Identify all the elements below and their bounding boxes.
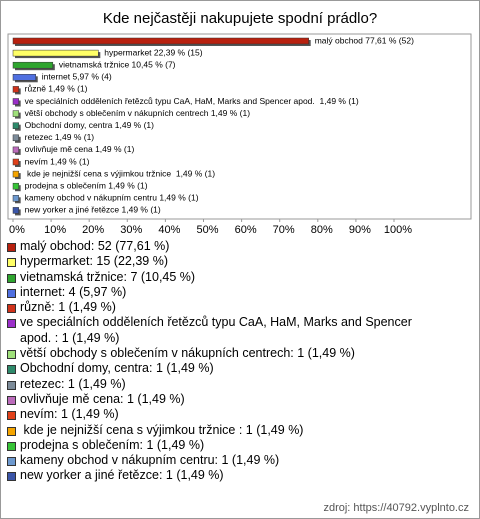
legend-label: kde je nejnižší cena s výjimkou tržnice … [20,422,304,437]
bar-label: vietnamská tržnice 10,45 % (7) [59,59,176,69]
x-tick-label: 40% [158,224,180,236]
bar-label: Obchodní domy, centra 1,49 % (1) [25,120,154,130]
legend-swatch [7,258,16,268]
legend-swatch [7,319,16,329]
legend-swatch [7,288,16,298]
bar-label: kameny obchod v nákupním centru 1,49 % (… [25,193,199,203]
legend-label: nevím: 1 (1,49 %) [20,407,119,422]
bar-label: ve speciálních odděleních řetězců typu C… [25,96,359,106]
bar [12,61,54,69]
legend-item: kameny obchod v nákupním centru: 1 (1,49… [7,453,427,468]
legend-item: kde je nejnižší cena s výjimkou tržnice … [7,423,427,438]
legend-label: vietnamská tržnice: 7 (10,45 %) [20,269,196,284]
bar-label: ovlivňuje mě cena 1,49 % (1) [25,144,135,154]
legend-label: Obchodní domy, centra: 1 (1,49 %) [20,361,214,376]
legend-item: new yorker a jiné řetězce: 1 (1,49 %) [7,468,427,483]
bar [12,122,19,129]
legend-label: retezec: 1 (1,49 %) [20,376,126,391]
legend-label: new yorker a jiné řetězce: 1 (1,49 %) [20,468,224,483]
legend-item: ve speciálních odděleních řetězců typu C… [7,315,427,346]
bar [12,207,19,214]
bar-label: malý obchod 77,61 % (52) [315,35,414,45]
legend-label: různě: 1 (1,49 %) [20,300,116,315]
legend-label: internet: 4 (5,97 %) [20,284,127,299]
bar [12,74,36,81]
legend-swatch [7,243,16,252]
legend-item: prodejna s oblečením: 1 (1,49 %) [7,438,427,453]
legend-swatch [7,365,16,375]
bar-label: new yorker a jiné řetězce 1,49 % (1) [25,205,161,215]
bar [12,110,19,117]
x-tick-label: 80% [311,224,333,236]
x-tick-label: 30% [120,224,142,236]
bar [12,37,309,45]
bar [12,98,19,105]
legend-item: větší obchody s oblečením v nákupních ce… [7,346,427,361]
legend-label: ve speciálních odděleních řetězců typu C… [20,315,416,345]
bar-label: nevím 1,49 % (1) [25,156,90,166]
x-tick-label: 50% [196,224,218,236]
legend-item: malý obchod: 52 (77,61 %) [7,239,427,254]
bar-label: retezec 1,49 % (1) [25,132,95,142]
legend-label: prodejna s oblečením: 1 (1,49 %) [20,437,205,452]
bar [12,170,19,178]
x-tick-label: 0% [9,224,25,236]
legend-swatch [7,411,16,421]
legend-swatch [7,457,16,467]
bar [12,49,99,57]
bar-label: různě 1,49 % (1) [25,84,88,94]
legend-swatch [7,395,16,405]
legend-swatch [7,350,16,360]
source: zdroj: https://40792.vyplnto.cz [323,502,469,514]
bar-label: prodejna s oblečením 1,49 % (1) [25,180,148,190]
bar-label: hypermarket 22,39 % (15) [104,47,202,57]
legend-swatch [7,441,16,451]
legend-swatch [7,426,16,436]
legend-item: nevím: 1 (1,49 %) [7,407,427,422]
bar [12,195,19,202]
legend-label: hypermarket: 15 (22,39 %) [20,254,168,269]
bar [12,146,19,154]
bar [12,134,19,142]
bar-label: kde je nejnižší cena s výjimkou tržnice … [25,168,216,178]
legend-item: internet: 4 (5,97 %) [7,285,427,300]
plot-frame [7,33,472,220]
x-tick-label: 20% [82,224,104,236]
legend-swatch [7,472,16,482]
legend-swatch [7,304,16,314]
legend-swatch [7,273,16,283]
legend-item: hypermarket: 15 (22,39 %) [7,254,427,269]
legend-label: malý obchod: 52 (77,61 %) [20,239,170,253]
legend-item: retezec: 1 (1,49 %) [7,377,427,392]
legend-item: různě: 1 (1,49 %) [7,300,427,315]
bar-label: internet 5,97 % (4) [42,72,112,82]
x-tick-label: 100% [384,224,412,236]
x-tick-label: 60% [235,224,257,236]
chart-title: Kde nejčastěji nakupujete spodní prádlo? [103,10,377,27]
legend: malý obchod: 52 (77,61 %) hypermarket: 15… [7,239,427,484]
x-tick-label: 10% [44,224,66,236]
bar [12,158,19,166]
legend-item: Obchodní domy, centra: 1 (1,49 %) [7,361,427,376]
legend-item: ovlivňuje mě cena: 1 (1,49 %) [7,392,427,407]
bar [12,86,19,93]
legend-label: ovlivňuje mě cena: 1 (1,49 %) [20,391,185,406]
x-tick-label: 90% [349,224,371,236]
legend-item: vietnamská tržnice: 7 (10,45 %) [7,270,427,285]
legend-label: kameny obchod v nákupním centru: 1 (1,49… [20,453,280,468]
bar [12,182,19,190]
legend-label: větší obchody s oblečením v nákupních ce… [20,346,355,361]
x-tick-label: 70% [273,224,295,236]
legend-swatch [7,380,16,390]
bar-label: větší obchody s oblečením v nákupních ce… [25,108,251,118]
